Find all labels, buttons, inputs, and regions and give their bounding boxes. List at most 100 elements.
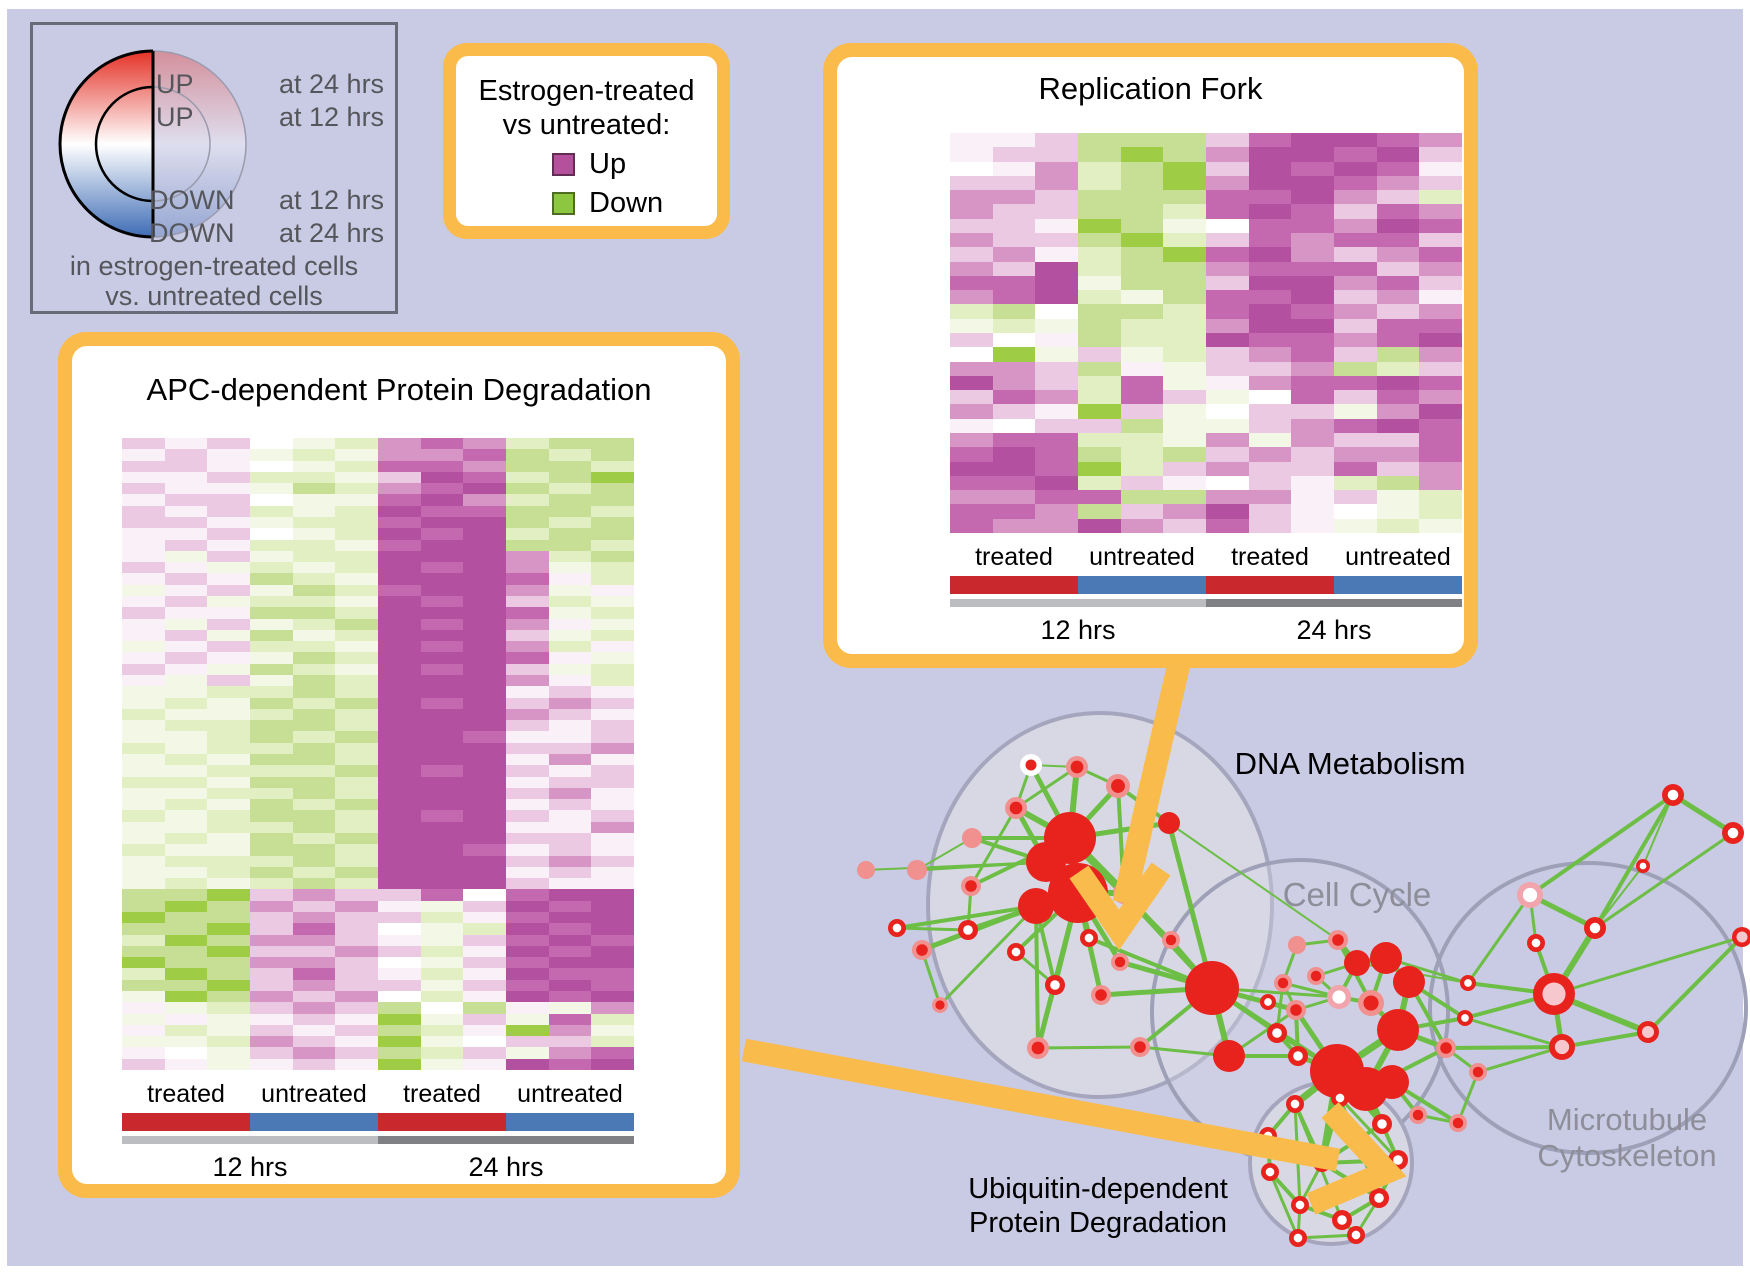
heatmap-cell xyxy=(164,832,208,845)
condition-bar xyxy=(950,576,1078,594)
heatmap-cell xyxy=(1078,275,1121,291)
heatmap-cell xyxy=(378,878,421,890)
node-halo-core xyxy=(1095,989,1107,1001)
heatmap-cell xyxy=(1334,461,1377,476)
annotation-arrow-shaft xyxy=(741,1038,1341,1172)
heatmap-cell xyxy=(335,686,378,698)
heatmap-cell xyxy=(292,1002,336,1014)
heatmap-cell xyxy=(1163,304,1206,319)
heatmap-cell xyxy=(591,889,634,901)
heatmap-cell xyxy=(335,1047,378,1059)
heatmap-cell xyxy=(591,844,634,856)
heatmap-cell xyxy=(378,832,421,845)
heatmap-cell xyxy=(292,686,336,698)
heatmap-cell xyxy=(420,968,464,980)
heatmap-cell xyxy=(548,1047,592,1059)
heatmap-cell xyxy=(548,776,592,788)
condition-label: untreated xyxy=(517,1080,623,1108)
heatmap-cell xyxy=(292,979,336,991)
heatmap-cell xyxy=(1163,447,1206,462)
heatmap-cell xyxy=(250,505,293,517)
heatmap-cell xyxy=(1248,247,1292,262)
heatmap-cell xyxy=(420,1058,464,1070)
legend-down12-word: DOWN xyxy=(149,185,235,215)
heatmap-cell xyxy=(164,618,208,630)
heatmap-cell xyxy=(548,483,592,495)
heatmap-cell xyxy=(548,550,592,563)
heatmap-cell xyxy=(548,674,592,687)
node-ring-white-center xyxy=(1639,862,1647,870)
heatmap-cell xyxy=(548,539,592,551)
heatmap-cell xyxy=(591,674,634,687)
node-red xyxy=(1377,1009,1419,1051)
heatmap-cell xyxy=(1078,304,1121,319)
heatmap-cell xyxy=(506,787,549,800)
heatmap-cell xyxy=(292,471,336,484)
heatmap-cell xyxy=(1206,475,1249,491)
heatmap-cell xyxy=(463,595,506,608)
heatmap-cell xyxy=(122,663,165,675)
heatmap-cell xyxy=(378,460,421,472)
heatmap-cell xyxy=(292,765,336,777)
heatmap-cell xyxy=(1206,161,1249,176)
heatmap-cell xyxy=(1248,175,1292,191)
node-ring-white-center xyxy=(1589,922,1601,934)
heatmap-cell xyxy=(463,539,506,551)
heatmap-cell xyxy=(506,438,549,450)
heatmap-cell xyxy=(164,641,208,653)
heatmap-cell xyxy=(1120,375,1164,391)
heatmap-cell xyxy=(950,204,993,219)
heatmap-cell xyxy=(1163,147,1206,162)
heatmap-cell xyxy=(506,1002,549,1014)
heatmap-cell xyxy=(122,742,165,754)
heatmap-cell xyxy=(992,204,1036,219)
heatmap-cell xyxy=(591,957,634,969)
apc-title: APC-dependent Protein Degradation xyxy=(146,372,652,407)
heatmap-cell xyxy=(164,674,208,687)
heatmap-cell xyxy=(548,1036,592,1048)
heatmap-cell xyxy=(591,629,634,642)
heatmap-cell xyxy=(463,945,506,958)
heatmap-cell xyxy=(1419,204,1462,219)
heatmap-cell xyxy=(420,957,464,969)
heatmap-cell xyxy=(378,990,421,1003)
heatmap-cell xyxy=(1291,247,1334,262)
node-ring-white-center xyxy=(1272,1028,1282,1038)
heatmap-cell xyxy=(1376,461,1420,476)
heatmap-cell xyxy=(463,1002,506,1014)
heatmap-cell xyxy=(1120,361,1164,376)
heatmap-cell xyxy=(207,1047,250,1059)
heatmap-cell xyxy=(548,663,592,675)
heatmap-cell xyxy=(1163,161,1206,176)
heatmap-cell xyxy=(250,595,293,608)
heatmap-cell xyxy=(420,855,464,867)
heatmap-cell xyxy=(207,562,250,574)
heatmap-cell xyxy=(292,584,336,596)
heatmap-cell xyxy=(463,753,506,766)
heatmap-cell xyxy=(122,641,165,653)
heatmap-cell xyxy=(1376,175,1420,191)
heatmap-cell xyxy=(164,539,208,551)
heatmap-cell xyxy=(420,708,464,721)
heatmap-cell xyxy=(335,1058,378,1070)
node-halo-core xyxy=(1363,995,1379,1011)
heatmap-cell xyxy=(250,753,293,766)
heatmap-cell xyxy=(250,1013,293,1025)
heatmap-cell xyxy=(1334,232,1377,248)
heatmap-cell xyxy=(1291,332,1334,348)
heatmap-cell xyxy=(378,494,421,506)
heatmap-cell xyxy=(992,261,1036,276)
heatmap-cell xyxy=(591,1047,634,1059)
heatmap-cell xyxy=(164,697,208,709)
heatmap-cell xyxy=(164,866,208,879)
heatmap-cell xyxy=(506,945,549,958)
cluster-ellipse xyxy=(1428,861,1748,1155)
heatmap-cell xyxy=(164,471,208,484)
heatmap-cell xyxy=(591,1024,634,1037)
node-ring-white-center xyxy=(1461,1014,1469,1022)
heatmap-cell xyxy=(207,968,250,980)
heatmap-cell xyxy=(506,1047,549,1059)
heatmap-cell xyxy=(335,945,378,958)
node-halo-core xyxy=(1412,1109,1424,1121)
heatmap-cell xyxy=(992,247,1036,262)
